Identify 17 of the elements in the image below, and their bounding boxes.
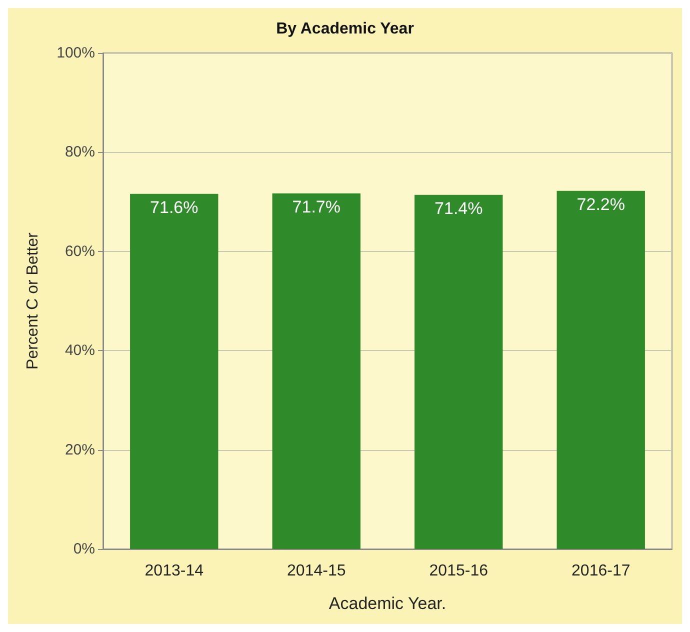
y-tick-label: 0% — [73, 540, 95, 558]
x-tick-label: 2014-15 — [287, 562, 346, 580]
x-tick-label: 2015-16 — [429, 562, 488, 580]
x-tick-label: 2013-14 — [144, 562, 204, 580]
data-label: 72.2% — [576, 194, 625, 214]
x-axis-title: Academic Year. — [328, 594, 446, 613]
chart-title: By Academic Year — [276, 20, 414, 38]
data-label: 71.7% — [292, 197, 340, 216]
y-tick-label: 40% — [64, 342, 95, 360]
y-tick-label: 80% — [64, 144, 95, 161]
x-tick-label: 2016-17 — [572, 562, 630, 580]
y-tick-label: 60% — [64, 242, 95, 260]
data-label: 71.6% — [150, 198, 198, 217]
y-axis-title: Percent C or Better — [24, 232, 42, 370]
data-label: 71.4% — [434, 198, 483, 218]
y-tick-label: 100% — [56, 44, 95, 62]
y-tick-label: 20% — [64, 441, 95, 458]
